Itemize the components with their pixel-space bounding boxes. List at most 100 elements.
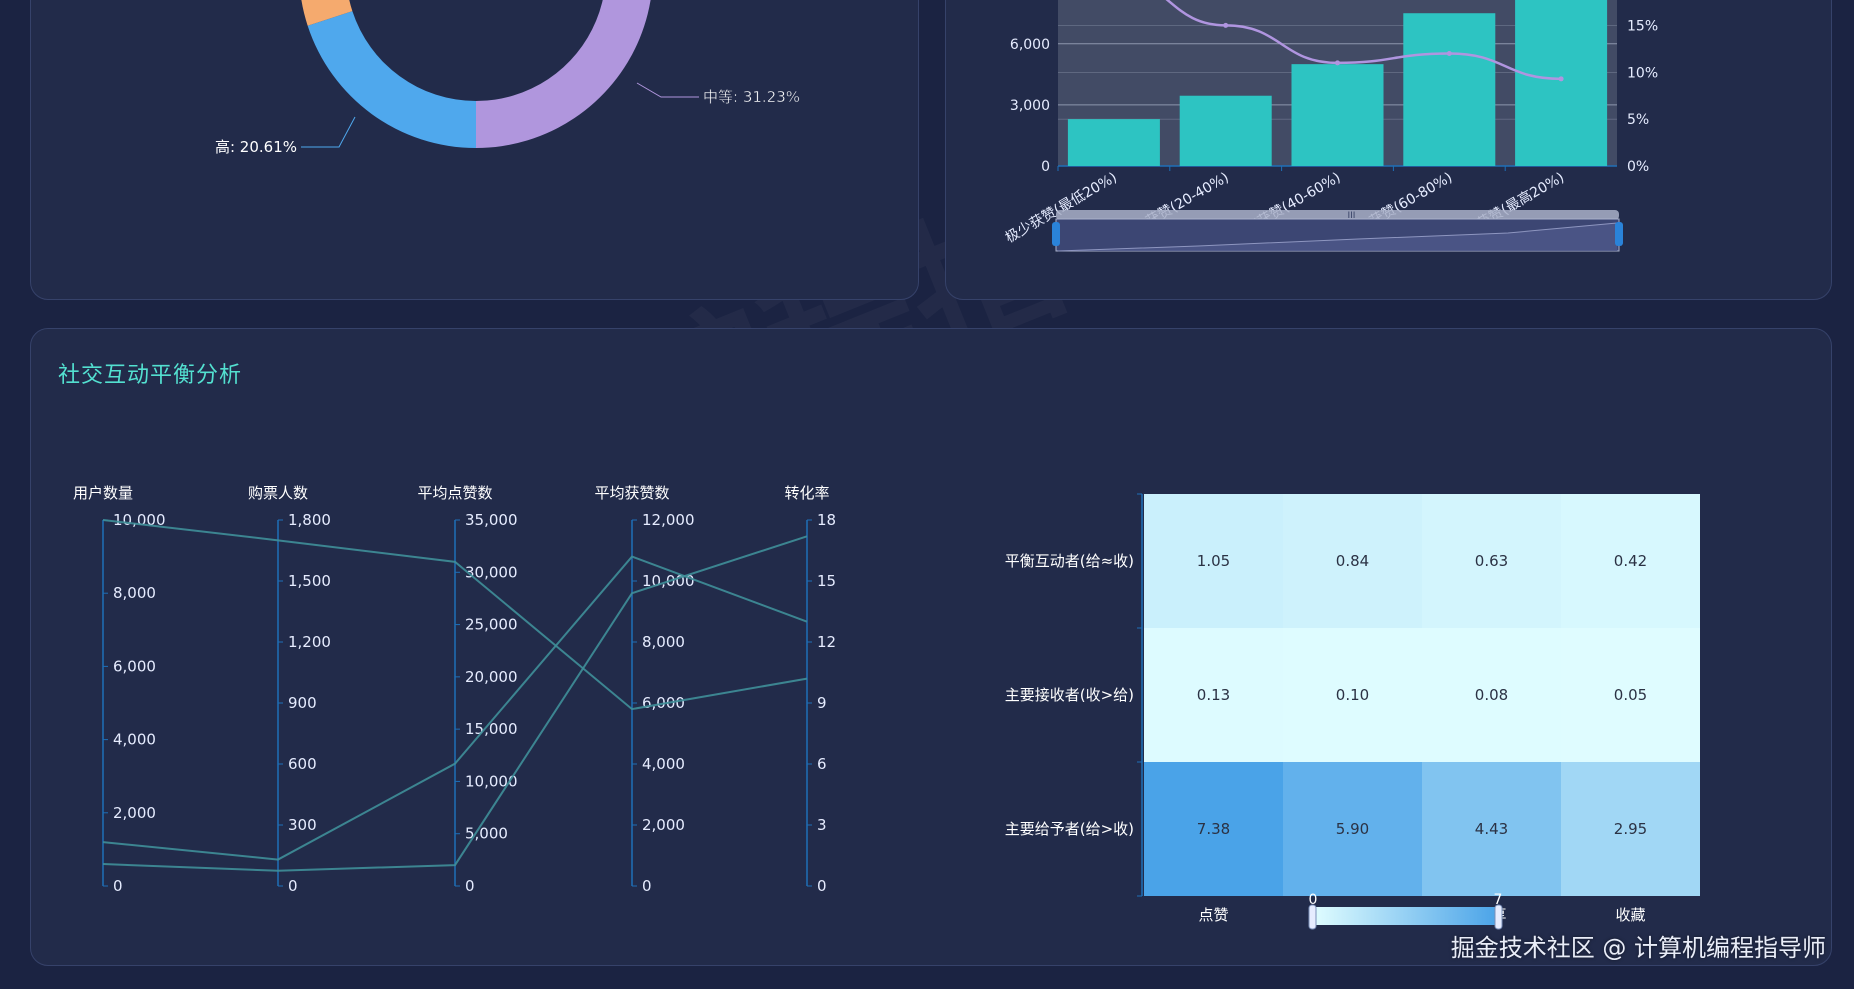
parallel-axis-name: 平均获赞数 [594, 484, 669, 502]
parallel-tick-label: 300 [288, 816, 317, 834]
donut-leader-medium [636, 82, 699, 98]
parallel-tick-label: 4,000 [642, 755, 685, 773]
bar [1291, 64, 1384, 166]
heatmap-cell-label: 0.08 [1475, 686, 1508, 704]
parallel-panel: 社交互动平衡分析 用户数量 0 2,000 4,000 6,000 8,000 10,000… [30, 328, 1832, 966]
parallel-tick-label: 15 [817, 572, 836, 590]
parallel-axis-name: 平均点赞数 [417, 484, 492, 502]
heatmap-cell-label: 0.13 [1197, 686, 1230, 704]
parallel-tick-label: 3 [817, 816, 827, 834]
parallel-tick-label: 18 [817, 511, 836, 529]
line-point [1446, 51, 1452, 56]
panel-title: 社交互动平衡分析 [58, 363, 243, 388]
y-left-tick: 0 [1041, 159, 1050, 175]
y-left-tick: 3,000 [1010, 98, 1050, 114]
parallel-tick-label: 8,000 [642, 633, 685, 651]
y-right-tick: 15% [1627, 18, 1658, 34]
datazoom-handle-right [1615, 222, 1623, 246]
datazoom-line [1057, 222, 1618, 252]
heatmap-cell-label: 0.42 [1614, 552, 1647, 570]
parallel-axis-name: 用户数量 [73, 484, 133, 502]
parallel-tick-label: 12 [817, 633, 836, 651]
heatmap-cell [1422, 494, 1561, 628]
heatmap-cell [1283, 762, 1422, 896]
parallel-tick-label: 30,000 [465, 563, 518, 581]
parallel-tick-label: 35,000 [465, 511, 518, 529]
y-right-tick: 5% [1627, 112, 1649, 128]
donut-panel: 中等: 31.23% 高: 20.61% [30, 0, 919, 300]
heatmap-cell [1144, 494, 1283, 628]
heatmap-cell [1283, 494, 1422, 628]
bar [1067, 119, 1160, 166]
line-point [1223, 22, 1229, 28]
visualmap-handle-max [1494, 904, 1503, 930]
heatmap-cell-label: 0.10 [1336, 686, 1369, 704]
parallel-tick-label: 900 [288, 694, 317, 712]
heatmap-chart: 1.05 0.84 0.63 0.42 0.13 0.10 0.08 0.05 7.38 5.90… [1005, 493, 1700, 930]
parallel-tick-label: 10,000 [113, 511, 166, 529]
datazoom-top-bar [1056, 210, 1619, 220]
heatmap-cell [1144, 628, 1283, 762]
visualmap-min-label: 0 [1309, 892, 1318, 908]
donut-leader-high [301, 116, 356, 148]
heatmap-cell [1561, 762, 1700, 896]
parallel-tick-label: 9 [817, 694, 827, 712]
line-point [1558, 76, 1564, 82]
heatmap-cell-label: 0.63 [1475, 552, 1508, 570]
heatmap-y-label: 主要给予者(给>收) [1005, 820, 1134, 838]
donut-chart: 中等: 31.23% 高: 20.61% [215, 0, 800, 156]
line-point [1335, 60, 1340, 66]
donut-slice-medium [476, 0, 651, 148]
parallel-tick-label: 600 [288, 755, 317, 773]
donut-slice-high [307, 11, 476, 148]
heatmap-x-label: 点赞 [1198, 906, 1228, 924]
parallel-tick-label: 15,000 [465, 720, 518, 738]
y-right-tick: 10% [1627, 65, 1658, 81]
parallel-axis-name: 购票人数 [248, 484, 308, 502]
parallel-axis-name: 转化率 [784, 484, 829, 502]
bar [1179, 95, 1272, 166]
parallel-tick-label: 0 [465, 877, 475, 895]
datazoom-handle-left [1052, 222, 1060, 246]
heatmap-cell-label: 4.43 [1475, 820, 1508, 838]
heatmap-cell [1561, 494, 1700, 628]
visualmap-max-label: 7 [1494, 892, 1503, 908]
parallel-tick-label: 2,000 [113, 804, 156, 822]
parallel-tick-label: 8,000 [113, 584, 156, 602]
heatmap-x-label: 收藏 [1615, 906, 1645, 924]
parallel-tick-label: 4,000 [113, 731, 156, 749]
heatmap-cell-label: 0.84 [1336, 552, 1369, 570]
heatmap-cell-label: 5.90 [1336, 820, 1369, 838]
datazoom-area [1058, 223, 1617, 251]
heatmap-y-label: 平衡互动者(给≈收) [1005, 552, 1134, 570]
parallel-tick-label: 12,000 [642, 511, 695, 529]
bar [1515, 0, 1608, 166]
parallel-tick-label: 0 [642, 877, 652, 895]
parallel-tick-label: 1,800 [288, 511, 331, 529]
parallel-tick-label: 6 [817, 755, 827, 773]
parallel-tick-label: 5,000 [465, 825, 508, 843]
parallel-chart: 用户数量02,0004,0006,0008,00010,000购票人数03006… [73, 484, 836, 895]
heatmap-cell [1422, 762, 1561, 896]
donut-slice-other [301, 0, 353, 26]
heatmap-y-label: 主要接收者(收>给) [1005, 686, 1134, 704]
heatmap-cell [1561, 628, 1700, 762]
heatmap-cell-label: 0.05 [1614, 686, 1647, 704]
heatmap-cell [1144, 762, 1283, 896]
y-right-tick: 0% [1627, 159, 1649, 175]
parallel-tick-label: 6,000 [113, 657, 156, 675]
parallel-tick-label: 2,000 [642, 816, 685, 834]
y-left-tick: 6,000 [1010, 37, 1050, 53]
parallel-line [102, 535, 808, 872]
heatmap-cell-label: 7.38 [1197, 820, 1230, 838]
heatmap-cell-label: 1.05 [1197, 552, 1230, 570]
parallel-tick-label: 1,200 [288, 633, 331, 651]
visualmap-bar [1313, 907, 1498, 925]
bar [1403, 13, 1496, 166]
parallel-line [102, 555, 808, 861]
parallel-tick-label: 0 [288, 877, 298, 895]
parallel-tick-label: 25,000 [465, 616, 518, 634]
parallel-tick-label: 0 [817, 877, 827, 895]
parallel-tick-label: 0 [113, 877, 123, 895]
